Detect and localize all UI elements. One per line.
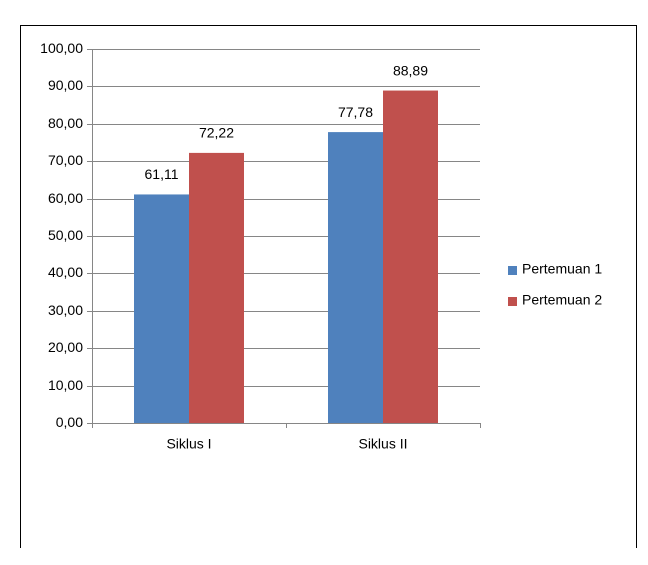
x-tick-label: Siklus II [358,436,407,452]
y-tick-label: 20,00 [48,339,83,355]
value-label: 61,11 [145,166,179,182]
legend-label: Pertemuan 2 [522,292,602,308]
y-tick-label: 60,00 [48,190,83,206]
y-tick-label: 70,00 [48,152,83,168]
value-label: 77,78 [338,104,373,120]
y-tick-label: 40,00 [48,264,83,280]
value-label: 72,22 [199,125,234,141]
value-label: 88,89 [393,62,428,78]
bar [134,194,189,423]
bar [189,152,244,423]
y-tick-label: 80,00 [48,115,83,131]
legend-label: Pertemuan 1 [522,261,602,277]
y-tick-label: 50,00 [48,227,83,243]
legend-swatch [508,266,517,275]
y-tick-label: 0,00 [56,414,83,430]
y-tick-label: 90,00 [48,77,83,93]
y-tick-label: 10,00 [48,377,83,393]
y-tick-label: 100,00 [40,40,83,56]
legend-swatch [508,297,517,306]
bar [383,90,438,424]
y-tick-label: 30,00 [48,302,83,318]
x-tick-label: Siklus I [166,436,211,452]
bar [328,132,383,424]
